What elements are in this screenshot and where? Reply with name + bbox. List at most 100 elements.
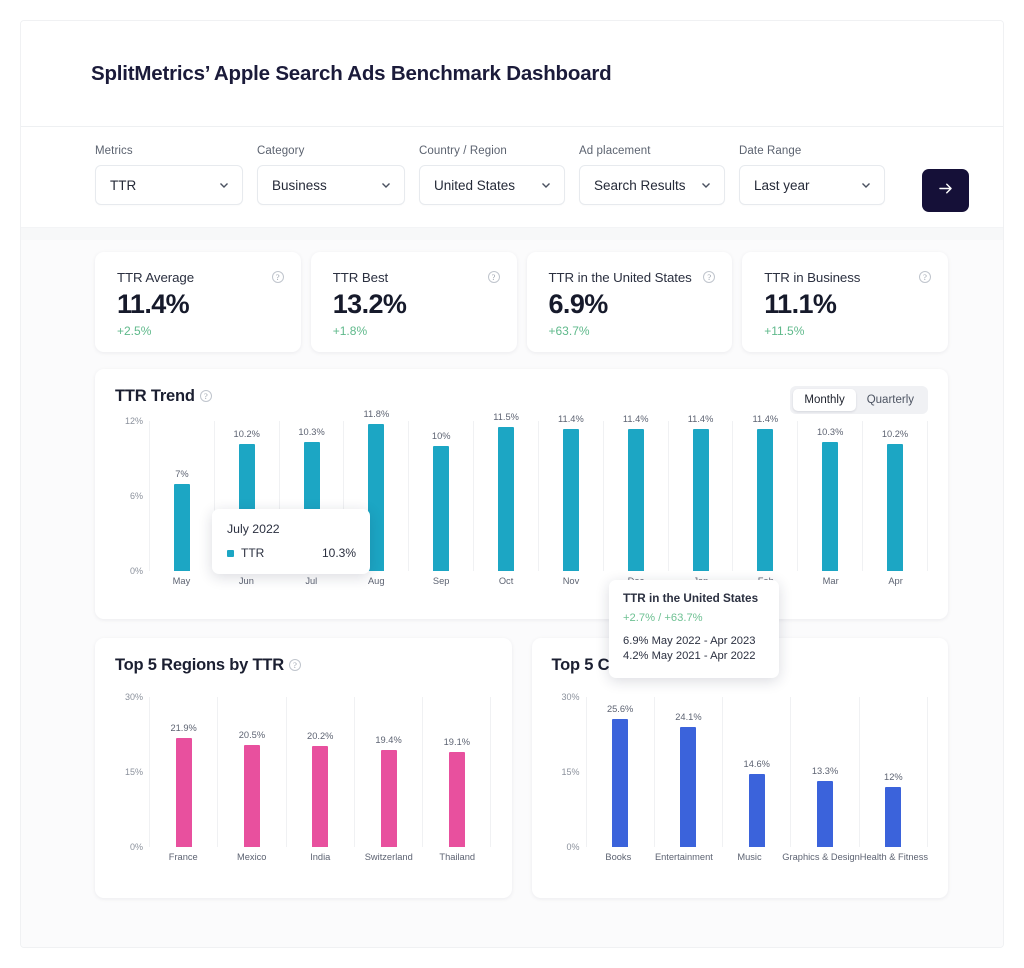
apply-filters-button[interactable]	[922, 169, 969, 212]
x-axis-label: Entertainment	[654, 852, 713, 862]
chart-column[interactable]: 20.2%	[285, 697, 354, 847]
chart-column[interactable]: 13.3%	[790, 697, 858, 847]
chart-bar[interactable]: 10.3%	[817, 427, 843, 571]
kpi-tooltip: TTR in the United States +2.7% / +63.7% …	[609, 580, 779, 678]
chevron-down-icon	[540, 179, 552, 191]
x-axis-label: Nov	[562, 576, 580, 586]
chart-bar[interactable]: 11.5%	[493, 412, 519, 571]
y-axis-tick: 0%	[129, 566, 143, 576]
chart-column[interactable]: 19.4%	[353, 697, 422, 847]
top-regions-card: Top 5 Regions by TTR? 0% 15% 30% 21.9% 20.5…	[95, 638, 512, 898]
plot-area: 21.9% 20.5% 20.2% 19.4% 19.1%	[149, 697, 492, 847]
chart-bar[interactable]: 11.4%	[623, 414, 649, 571]
top-regions-title: Top 5 Regions by TTR?	[115, 656, 492, 675]
trend-tooltip-title: July 2022	[227, 522, 280, 536]
bar-value-label: 24.1%	[675, 711, 702, 722]
kpi-card-ttr-united-states[interactable]: TTR in the United States 6.9% +63.7% ?	[526, 252, 733, 352]
chart-bar[interactable]: 24.1%	[675, 712, 702, 847]
kpi-card-ttr-business[interactable]: TTR in Business 11.1% +11.5% ?	[742, 252, 948, 352]
ad-placement-select[interactable]: Search Results	[579, 165, 725, 205]
info-icon[interactable]: ?	[288, 659, 301, 671]
bar-value-label: 11.8%	[363, 408, 390, 419]
chart-column[interactable]: 11.8%	[343, 409, 408, 571]
chart-bar[interactable]: 21.9%	[170, 723, 197, 847]
kpi-tooltip-line-previous: 4.2% May 2021 - Apr 2022	[623, 650, 756, 662]
chart-bar[interactable]: 25.6%	[607, 704, 633, 847]
chart-bar[interactable]: 11.4%	[753, 414, 778, 571]
x-axis-label: Thailand	[439, 852, 476, 862]
chart-bar[interactable]: 20.5%	[239, 730, 265, 847]
chart-column[interactable]: 7%	[149, 421, 214, 571]
trend-tooltip-series: TTR	[241, 546, 265, 560]
chart-column[interactable]: 21.9%	[149, 697, 217, 847]
kpi-tooltip-line-current: 6.9% May 2022 - Apr 2023	[623, 635, 756, 647]
chart-column[interactable]: 10.3%	[797, 421, 862, 571]
chevron-down-icon	[218, 179, 230, 191]
chart-bar[interactable]: 12%	[884, 772, 903, 847]
chart-bar[interactable]: 19.4%	[375, 735, 402, 847]
bar-value-label: 20.5%	[238, 729, 266, 740]
chart-bar[interactable]: 19.1%	[444, 737, 470, 847]
granularity-toggle[interactable]: Monthly Quarterly	[790, 386, 928, 414]
bar-value-label: 10.2%	[233, 428, 260, 439]
x-axis-label: Switzerland	[364, 852, 413, 862]
top-regions-plot: 0% 15% 30% 21.9% 20.5% 20.2% 19.4% 19.1% Franc…	[115, 692, 492, 862]
kpi-title: TTR Best	[332, 270, 389, 285]
chart-column[interactable]: 11.4%	[732, 414, 797, 571]
country-region-select[interactable]: United States	[419, 165, 565, 205]
plot-area: 25.6% 24.1% 14.6% 13.3% 12%	[585, 697, 929, 847]
bar-value-label: 11.4%	[622, 413, 649, 424]
date-range-select[interactable]: Last year	[739, 165, 885, 205]
chart-column[interactable]: 20.5%	[217, 697, 285, 847]
chart-column[interactable]: 10%	[408, 421, 473, 571]
toggle-option-monthly[interactable]: Monthly	[793, 389, 856, 411]
y-axis-tick: 30%	[124, 692, 143, 702]
chart-bar[interactable]: 11.4%	[558, 414, 584, 571]
chart-bar[interactable]: 20.2%	[307, 731, 333, 847]
bar-value-label: 14.6%	[743, 759, 770, 769]
chart-column[interactable]: 11.4%	[667, 414, 733, 571]
toggle-option-quarterly[interactable]: Quarterly	[866, 394, 914, 406]
bar-value-label: 10.2%	[881, 428, 909, 439]
chart-column[interactable]: 24.1%	[653, 697, 722, 847]
chart-column[interactable]: 11.5%	[473, 412, 538, 571]
kpi-tooltip-delta: +2.7% / +63.7%	[623, 612, 703, 624]
bar-value-label: 10.3%	[298, 427, 325, 438]
metrics-select-value: TTR	[110, 177, 137, 193]
chart-column[interactable]: 14.6%	[722, 697, 790, 847]
x-axis-label: Sep	[432, 576, 450, 586]
chart-column[interactable]: 25.6%	[585, 697, 654, 847]
bar-value-label: 10%	[431, 431, 451, 441]
chart-column[interactable]: 11.4%	[537, 414, 603, 571]
category-select[interactable]: Business	[257, 165, 405, 205]
info-icon[interactable]: ?	[271, 271, 284, 283]
chart-bar[interactable]: 10%	[432, 431, 451, 571]
kpi-value: 13.2%	[332, 289, 407, 319]
chart-column[interactable]: 10.2%	[862, 421, 928, 571]
chart-column[interactable]: 11.4%	[602, 414, 668, 571]
info-icon[interactable]: ?	[199, 390, 212, 402]
y-axis-tick: 15%	[561, 767, 580, 777]
info-icon[interactable]: ?	[919, 271, 931, 283]
chart-bar[interactable]: 7%	[173, 469, 190, 571]
x-axis-labels: MayJunJulAugSepOctNovDecJanFebMarApr	[149, 576, 928, 586]
chart-bar[interactable]: 13.3%	[812, 766, 838, 847]
kpi-card-ttr-best[interactable]: TTR Best 13.2% +1.8% ?	[310, 252, 517, 352]
chart-bar[interactable]: 10.2%	[882, 429, 908, 571]
chart-column[interactable]: 19.1%	[422, 697, 492, 847]
chart-bar[interactable]: 11.4%	[688, 414, 713, 571]
kpi-card-row: TTR Average 11.4% +2.5% ? TTR Best 13.2%…	[21, 240, 1003, 352]
info-icon[interactable]: ?	[703, 271, 716, 283]
kpi-card-ttr-average[interactable]: TTR Average 11.4% +2.5% ?	[95, 252, 301, 352]
chart-bar[interactable]: 14.6%	[744, 759, 770, 847]
info-icon[interactable]: ?	[487, 271, 500, 283]
kpi-value: 6.9%	[548, 289, 609, 319]
ttr-trend-title: TTR Trend?	[115, 387, 928, 406]
x-axis-label: Mexico	[237, 852, 267, 862]
chart-column[interactable]: 12%	[858, 697, 928, 847]
chart-bar[interactable]: 11.8%	[364, 409, 389, 571]
bar-value-label: 11.5%	[493, 412, 519, 423]
metrics-select[interactable]: TTR	[95, 165, 243, 205]
filter-ad-placement-label: Ad placement	[579, 145, 651, 157]
filter-country-region-label: Country / Region	[419, 145, 507, 157]
